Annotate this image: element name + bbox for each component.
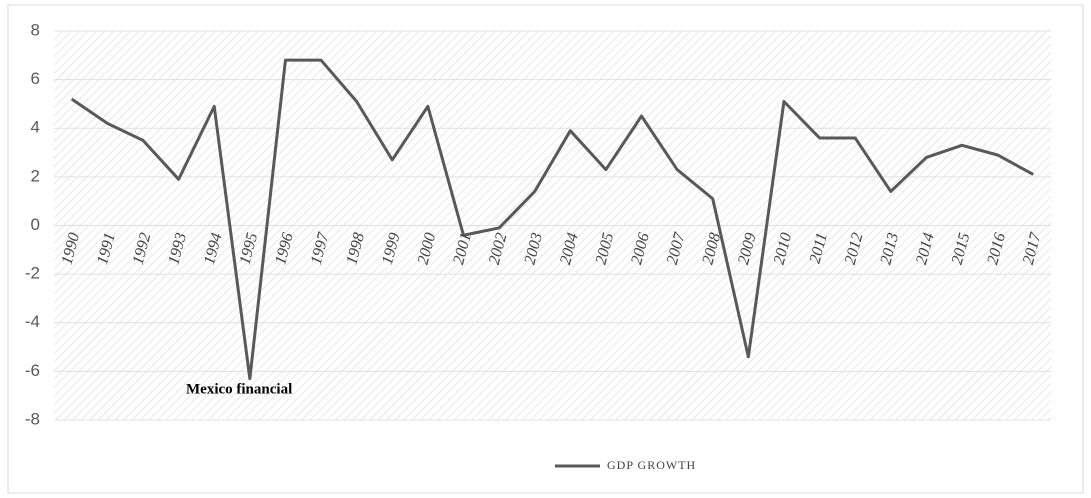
y-tick-label: 2 [31, 166, 40, 185]
annotation: Mexico financial [186, 381, 292, 397]
y-tick-label: 0 [31, 215, 40, 234]
y-tick-label: -2 [25, 264, 40, 283]
y-tick-label: -8 [25, 409, 40, 428]
y-tick-label: -4 [25, 312, 40, 331]
y-tick-label: 4 [31, 118, 40, 137]
data-line [70, 58, 1034, 381]
y-tick-label: 6 [31, 69, 40, 88]
y-tick-label: 8 [31, 20, 40, 39]
y-tick-label: -6 [25, 361, 40, 380]
legend-label: GDP GROWTH [607, 458, 696, 472]
